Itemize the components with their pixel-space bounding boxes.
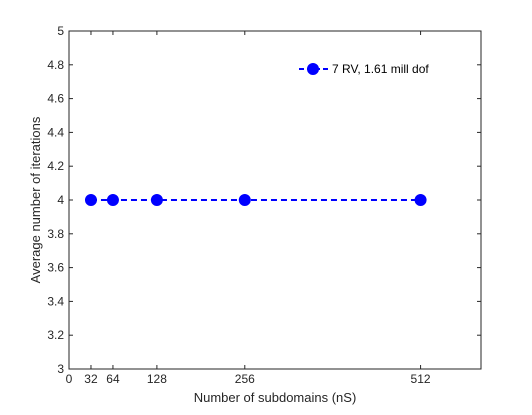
x-axis: 0 32 64 128 256 512 — [66, 31, 431, 386]
y-tick-label: 4.8 — [47, 58, 64, 72]
y-tick-label: 3 — [57, 362, 64, 376]
y-axis-label: Average number of iterations — [28, 116, 43, 283]
data-point — [106, 194, 119, 206]
x-tick-label: 64 — [106, 372, 120, 386]
data-point — [238, 194, 251, 206]
y-tick-label: 4.6 — [47, 92, 64, 106]
y-axis: 3 3.2 3.4 3.6 3.8 4 4.2 4.4 4.6 4.8 5 — [47, 24, 481, 376]
data-point — [150, 194, 163, 206]
y-tick-label: 3.4 — [47, 294, 64, 308]
x-tick-label: 32 — [84, 372, 98, 386]
series-layer — [84, 194, 427, 206]
data-point — [414, 194, 427, 206]
y-tick-label: 4.2 — [47, 159, 64, 173]
legend: 7 RV, 1.61 mill dof — [299, 62, 429, 76]
legend-marker — [307, 63, 319, 75]
y-tick-label: 3.8 — [47, 227, 64, 241]
x-tick-label: 256 — [235, 372, 255, 386]
legend-label: 7 RV, 1.61 mill dof — [332, 62, 429, 76]
x-tick-label: 512 — [411, 372, 431, 386]
y-tick-label: 3.6 — [47, 261, 64, 275]
x-axis-label: Number of subdomains (nS) — [194, 390, 357, 405]
y-tick-label: 3.2 — [47, 328, 64, 342]
data-point — [84, 194, 97, 206]
x-tick-label: 0 — [66, 372, 73, 386]
y-tick-label: 4 — [57, 193, 64, 207]
y-tick-label: 5 — [57, 24, 64, 38]
y-tick-label: 4.4 — [47, 125, 64, 139]
x-tick-label: 128 — [147, 372, 167, 386]
